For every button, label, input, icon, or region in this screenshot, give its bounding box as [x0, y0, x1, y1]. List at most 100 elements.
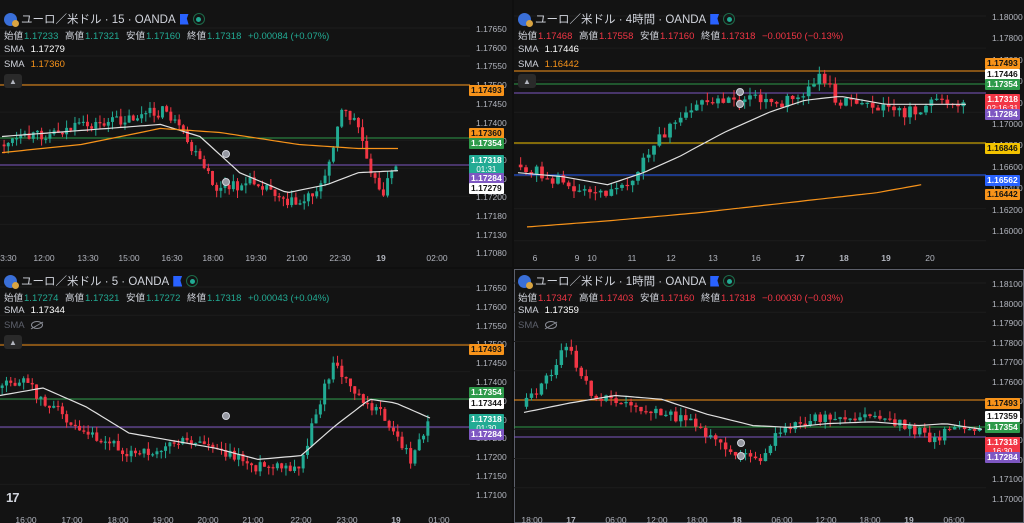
- candle-body: [913, 424, 917, 435]
- sma-legend-2-hidden[interactable]: SMA: [4, 320, 43, 331]
- symbol-header[interactable]: ユーロ／米ドル · 1時間 · OANDA: [518, 273, 736, 289]
- candle-body: [26, 378, 30, 383]
- alert-marker-icon[interactable]: [222, 150, 230, 158]
- sma-legend-1[interactable]: SMA 1.17279: [4, 44, 65, 55]
- collapse-legend-button[interactable]: ▲: [518, 74, 536, 88]
- candle-body: [22, 378, 26, 383]
- price-plot[interactable]: [514, 269, 1024, 523]
- sma-legend-1[interactable]: SMA 1.17359: [518, 305, 579, 316]
- symbol-title[interactable]: ユーロ／米ドル · 1時間 · OANDA: [535, 276, 707, 288]
- candle-body: [254, 465, 258, 472]
- price-tick-label: 1.17150: [476, 471, 507, 481]
- candle-body: [614, 187, 619, 190]
- symbol-header[interactable]: ユーロ／米ドル · 4時間 · OANDA: [518, 11, 736, 27]
- sma-legend-1[interactable]: SMA 1.17446: [518, 44, 579, 55]
- flag-icon[interactable]: [179, 13, 189, 25]
- sma-legend-2-hidden[interactable]: SMA: [518, 320, 557, 331]
- alert-marker-icon[interactable]: [736, 88, 744, 96]
- price-plot[interactable]: [0, 0, 512, 267]
- collapse-legend-button[interactable]: ▲: [4, 335, 22, 349]
- chart-pane-5m[interactable]: ユーロ／米ドル · 5 · OANDA 始値1.17274 高値1.17321 …: [0, 269, 512, 523]
- candle-body: [298, 203, 302, 205]
- collapse-legend-button[interactable]: ▲: [4, 74, 22, 88]
- candle-body: [684, 112, 688, 118]
- candle-body: [202, 441, 206, 445]
- candle-body: [957, 426, 962, 428]
- time-tick-label: 19: [376, 253, 386, 263]
- candle-body: [793, 422, 798, 430]
- candle-body: [319, 183, 323, 192]
- candle-body: [391, 427, 395, 432]
- candle-body: [577, 190, 582, 192]
- time-tick-label: 01:00: [428, 515, 450, 523]
- candle-body: [250, 463, 254, 466]
- candle-body: [705, 100, 710, 103]
- symbol-header[interactable]: ユーロ／米ドル · 15 · OANDA: [4, 11, 205, 27]
- symbol-title[interactable]: ユーロ／米ドル · 4時間 · OANDA: [535, 14, 707, 26]
- candle-body: [769, 98, 774, 103]
- candle-body: [286, 198, 289, 206]
- candle-body: [116, 440, 120, 451]
- ohlc-legend: 始値1.17274 高値1.17321 安値1.17272 終値1.17318 …: [4, 293, 330, 304]
- price-tag: 1.16442: [985, 189, 1020, 200]
- eye-hidden-icon[interactable]: [30, 321, 43, 330]
- tradingview-logo[interactable]: 17: [6, 490, 20, 505]
- symbol-header[interactable]: ユーロ／米ドル · 5 · OANDA: [4, 273, 199, 289]
- candle-body: [662, 134, 667, 138]
- price-tick-label: 1.17400: [476, 377, 507, 387]
- time-tick-label: 19:30: [245, 253, 267, 263]
- candle-body: [778, 432, 783, 434]
- sma-legend-1[interactable]: SMA 1.17344: [4, 305, 65, 316]
- candle-body: [77, 122, 81, 124]
- candle-body: [550, 178, 555, 184]
- alert-marker-icon[interactable]: [737, 452, 745, 460]
- candle-body: [865, 102, 870, 104]
- price-plot[interactable]: [514, 0, 1024, 267]
- alert-marker-icon[interactable]: [737, 439, 745, 447]
- price-tick-label: 1.17600: [476, 42, 507, 53]
- price-tag: 1.17354: [985, 79, 1020, 90]
- candle-body: [844, 97, 848, 106]
- alert-marker-icon[interactable]: [736, 100, 744, 108]
- candle-body: [708, 435, 713, 437]
- symbol-title[interactable]: ユーロ／米ドル · 5 · OANDA: [21, 276, 170, 288]
- sma-legend-2[interactable]: SMA 1.17360: [4, 59, 65, 70]
- candle-body: [413, 450, 417, 464]
- flag-icon[interactable]: [173, 275, 183, 287]
- flag-icon[interactable]: [710, 13, 720, 25]
- candle-body: [812, 84, 816, 87]
- time-tick-label: 18: [732, 515, 742, 523]
- alert-marker-icon[interactable]: [222, 412, 230, 420]
- candle-body: [823, 414, 827, 422]
- candle-body: [649, 411, 653, 414]
- alert-marker-icon[interactable]: [222, 178, 230, 186]
- time-tick-label: 18:00: [521, 515, 543, 523]
- candle-body: [927, 432, 932, 443]
- candle-body: [252, 177, 256, 185]
- chart-pane-15m[interactable]: ユーロ／米ドル · 15 · OANDA 始値1.17233 高値1.17321…: [0, 0, 512, 267]
- eye-hidden-icon[interactable]: [544, 321, 557, 330]
- time-tick-label: 06:00: [943, 515, 965, 523]
- candle-body: [853, 418, 857, 421]
- candle-body: [69, 422, 73, 425]
- symbol-title[interactable]: ユーロ／米ドル · 15 · OANDA: [21, 14, 176, 26]
- price-tag: 1.17344: [469, 398, 504, 409]
- candle-body: [673, 122, 678, 124]
- price-tick-label: 1.17180: [476, 211, 507, 221]
- candle-body: [801, 96, 806, 98]
- candle-body: [758, 94, 763, 103]
- flag-icon[interactable]: [710, 275, 720, 287]
- candle-body: [881, 104, 886, 111]
- price-plot[interactable]: [0, 269, 512, 523]
- candle-body: [10, 138, 14, 143]
- candle-body: [136, 118, 139, 121]
- candle-body: [574, 350, 579, 368]
- candle-body: [9, 380, 13, 383]
- sma-legend-2[interactable]: SMA 1.16442: [518, 59, 579, 70]
- chart-pane-4h[interactable]: ユーロ／米ドル · 4時間 · OANDA 始値1.17468 高値1.1755…: [514, 0, 1024, 267]
- sma-slow-line: [526, 184, 922, 228]
- candle-body: [65, 414, 69, 423]
- candle-body: [942, 428, 947, 441]
- candle-body: [35, 384, 39, 399]
- chart-pane-1h[interactable]: ユーロ／米ドル · 1時間 · OANDA 始値1.17347 高値1.1740…: [514, 269, 1024, 523]
